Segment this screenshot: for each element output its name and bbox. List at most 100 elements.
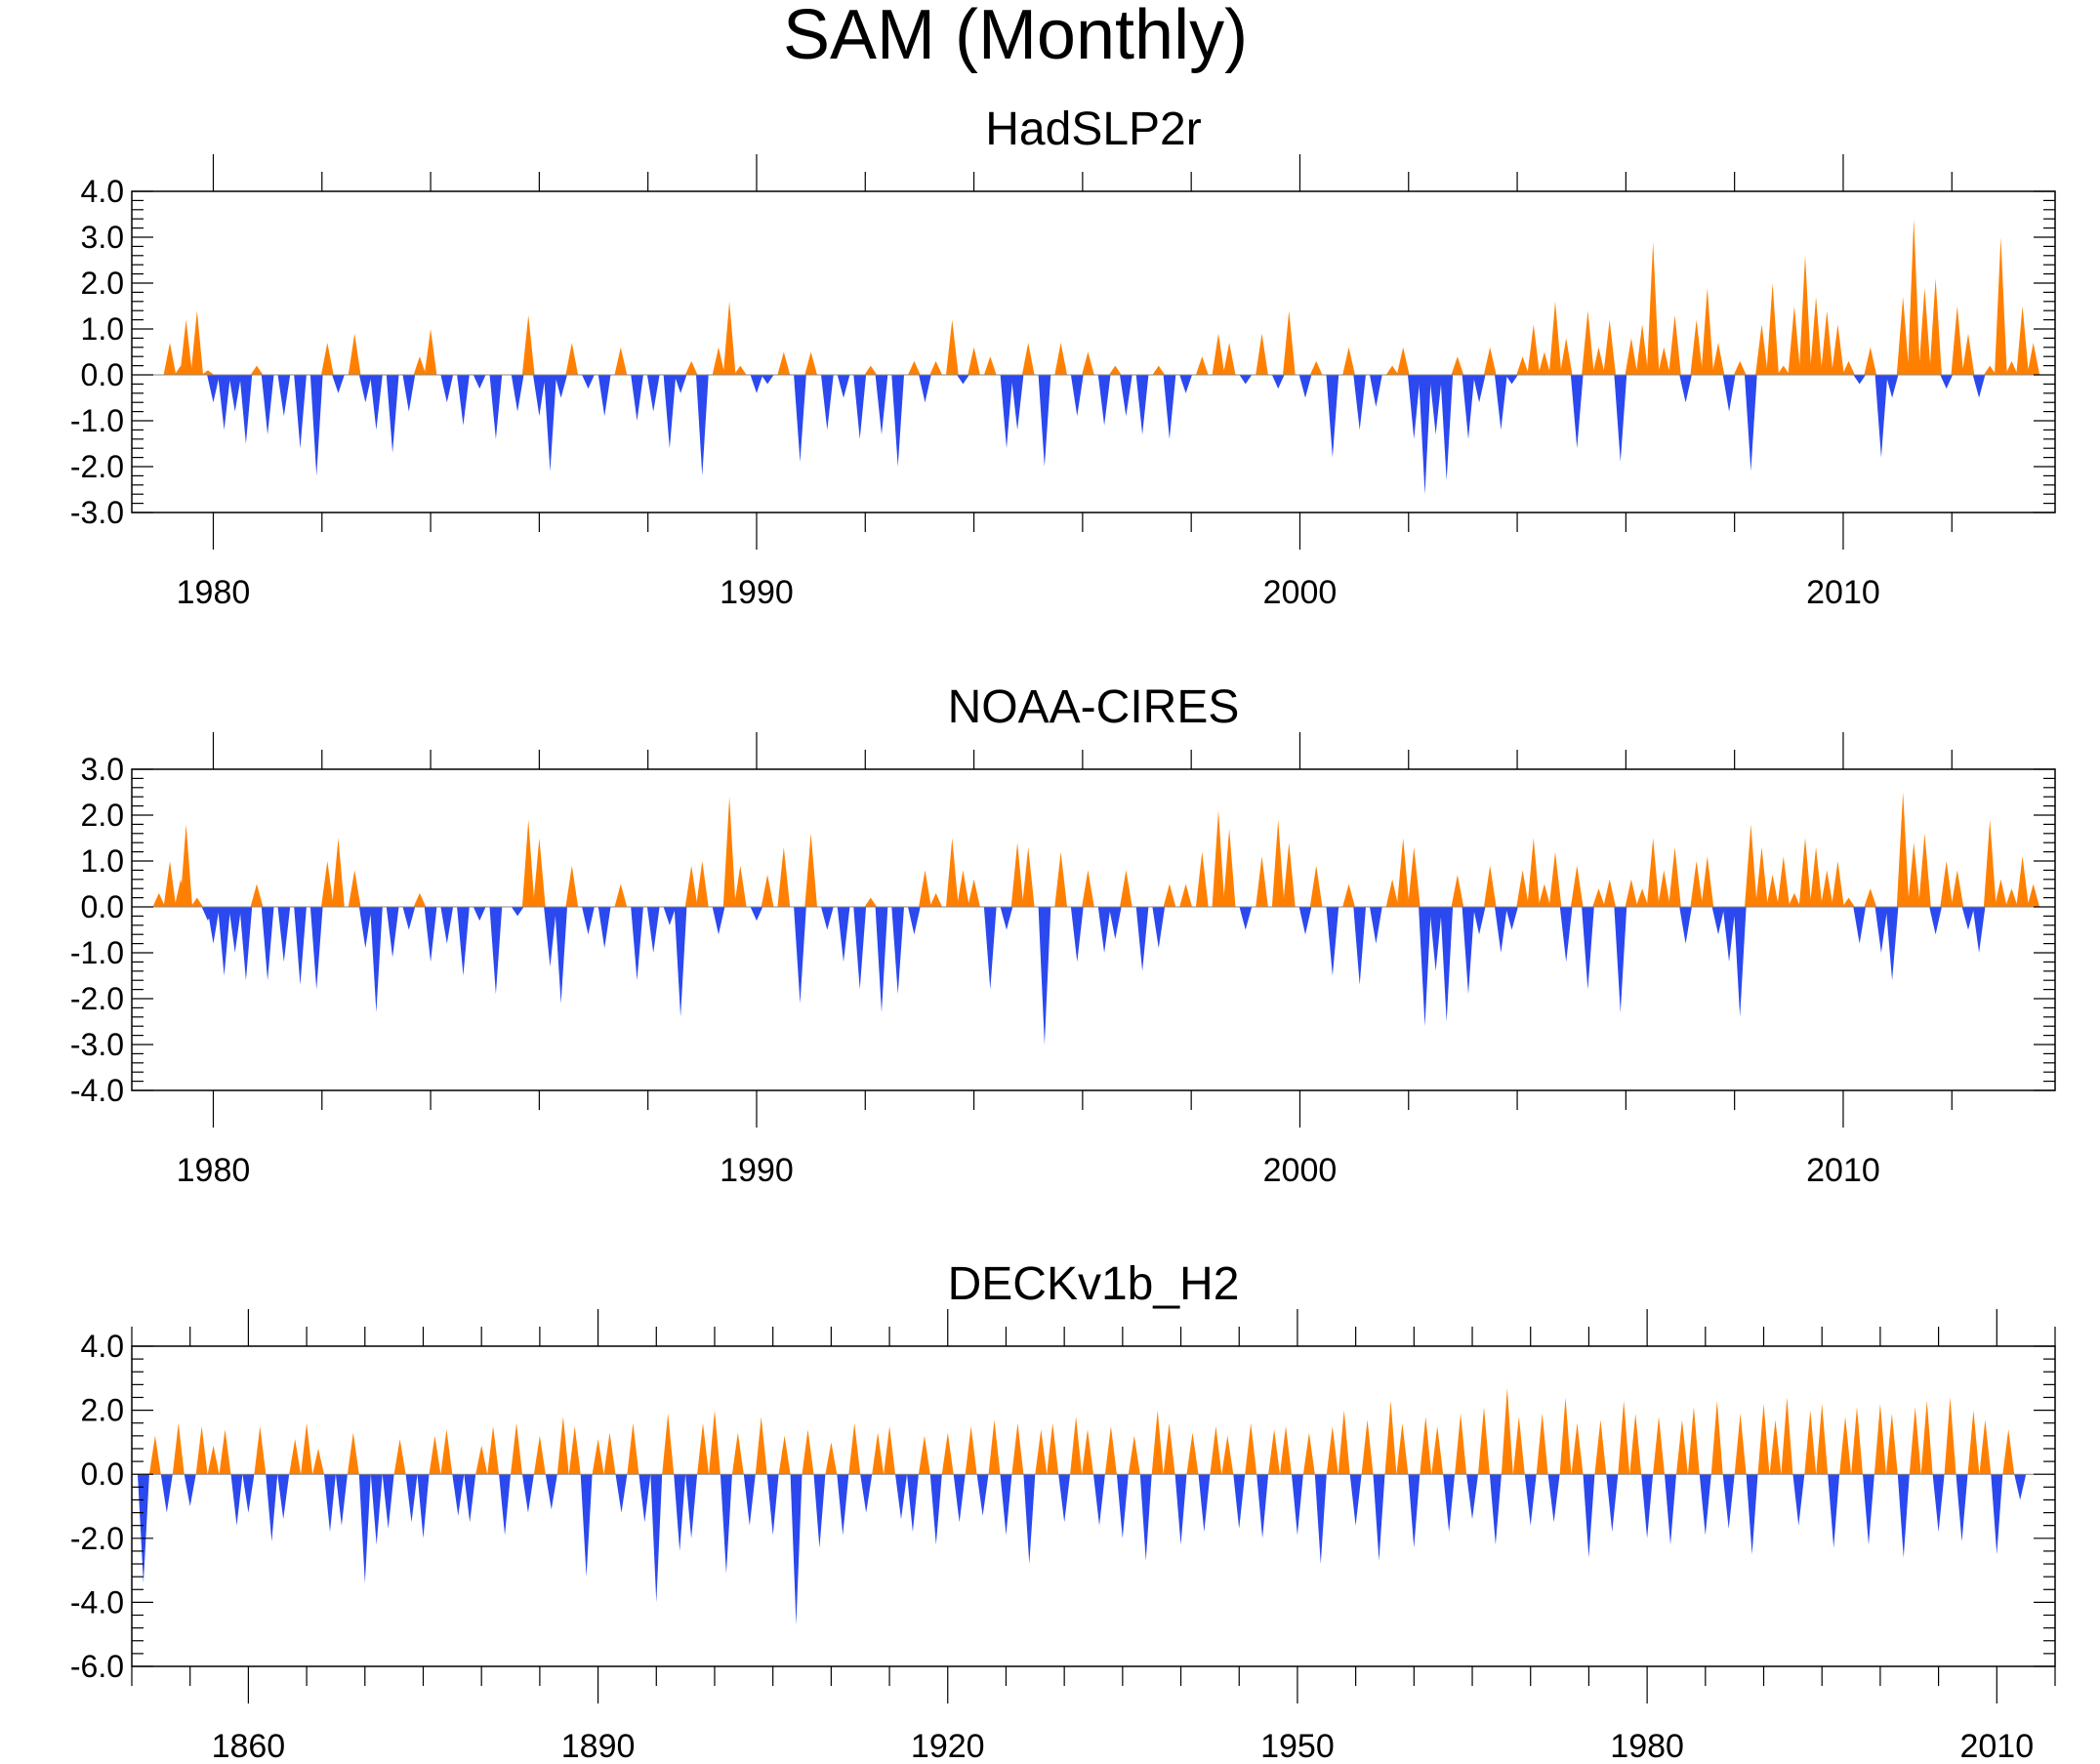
negative-area bbox=[294, 375, 307, 449]
negative-area bbox=[1972, 375, 1986, 398]
negative-area bbox=[1058, 1474, 1071, 1523]
negative-area bbox=[2014, 1474, 2027, 1500]
positive-area bbox=[1711, 343, 1725, 375]
negative-area bbox=[1023, 1474, 1036, 1564]
y-tick-label: 0.0 bbox=[81, 357, 124, 392]
positive-area bbox=[1690, 319, 1704, 375]
positive-area bbox=[475, 1445, 488, 1475]
positive-area bbox=[755, 1416, 767, 1475]
negative-area bbox=[382, 1474, 394, 1529]
positive-area bbox=[918, 1435, 930, 1475]
negative-area bbox=[1440, 375, 1454, 481]
positive-area bbox=[1603, 879, 1616, 907]
positive-area bbox=[1983, 365, 1997, 375]
positive-area bbox=[429, 1435, 441, 1475]
positive-area bbox=[1536, 1413, 1548, 1475]
negative-area bbox=[761, 375, 774, 385]
negative-area bbox=[545, 1474, 557, 1510]
positive-area bbox=[1431, 1426, 1444, 1475]
negative-area bbox=[1828, 1474, 1840, 1548]
negative-area bbox=[663, 907, 677, 925]
positive-area bbox=[684, 865, 698, 907]
positive-area bbox=[289, 1439, 302, 1475]
y-tick-label: -2.0 bbox=[70, 981, 124, 1016]
positive-area bbox=[1940, 861, 1954, 907]
positive-area bbox=[1309, 865, 1323, 907]
negative-area bbox=[983, 907, 997, 990]
positive-area bbox=[946, 319, 959, 375]
negative-area bbox=[239, 907, 253, 981]
negative-area bbox=[1408, 375, 1421, 439]
positive-area bbox=[709, 1410, 721, 1475]
positive-area bbox=[983, 356, 997, 375]
negative-area bbox=[1429, 375, 1442, 435]
positive-area bbox=[1646, 838, 1660, 907]
positive-area bbox=[348, 333, 361, 375]
negative-area bbox=[1271, 375, 1285, 390]
positive-area bbox=[1745, 824, 1757, 907]
positive-area bbox=[1010, 842, 1024, 907]
positive-area bbox=[1179, 883, 1192, 907]
positive-area bbox=[1455, 1413, 1467, 1475]
negative-area bbox=[1462, 375, 1475, 439]
negative-area bbox=[1614, 375, 1627, 463]
positive-area bbox=[946, 838, 959, 907]
positive-area bbox=[1908, 842, 1920, 907]
positive-area bbox=[1816, 1404, 1829, 1475]
negative-area bbox=[489, 907, 503, 995]
positive-area bbox=[1245, 1422, 1257, 1475]
negative-area bbox=[1722, 907, 1736, 963]
positive-area bbox=[1668, 846, 1681, 907]
negative-area bbox=[1326, 907, 1339, 976]
negative-area bbox=[1489, 1474, 1502, 1545]
positive-area bbox=[712, 347, 725, 375]
positive-area bbox=[190, 310, 204, 375]
negative-area bbox=[1233, 1474, 1246, 1529]
negative-area bbox=[1722, 375, 1736, 412]
positive-area bbox=[1302, 1432, 1315, 1475]
positive-area bbox=[968, 347, 980, 375]
negative-area bbox=[1711, 907, 1725, 935]
y-tick-label: 4.0 bbox=[81, 174, 124, 209]
positive-area bbox=[1582, 310, 1594, 375]
negative-area bbox=[228, 907, 242, 953]
positive-area bbox=[802, 1429, 814, 1475]
negative-area bbox=[138, 1474, 149, 1583]
negative-area bbox=[335, 1474, 348, 1526]
positive-area bbox=[487, 1426, 500, 1475]
negative-area bbox=[646, 375, 660, 412]
positive-area bbox=[1961, 333, 1975, 375]
positive-area bbox=[731, 1432, 744, 1475]
panel-title: NOAA-CIRES bbox=[948, 681, 1240, 733]
positive-area bbox=[1832, 324, 1844, 375]
positive-area bbox=[393, 1439, 406, 1475]
negative-area bbox=[1466, 1474, 1478, 1520]
positive-area bbox=[1527, 324, 1541, 375]
positive-area bbox=[413, 892, 427, 907]
positive-area bbox=[201, 370, 215, 375]
negative-area bbox=[533, 375, 546, 417]
negative-area bbox=[277, 907, 291, 963]
negative-area bbox=[837, 1474, 849, 1536]
negative-area bbox=[499, 1474, 511, 1536]
y-tick-label: -3.0 bbox=[70, 1027, 124, 1062]
positive-area bbox=[777, 351, 791, 375]
positive-area bbox=[556, 1416, 569, 1475]
negative-area bbox=[1419, 907, 1431, 1027]
negative-area bbox=[324, 1474, 336, 1533]
negative-area bbox=[631, 907, 643, 981]
negative-area bbox=[457, 375, 470, 426]
negative-area bbox=[794, 375, 806, 463]
positive-area bbox=[1128, 1435, 1140, 1475]
negative-area bbox=[1038, 907, 1051, 1045]
positive-area bbox=[1342, 883, 1355, 907]
positive-area bbox=[1338, 1410, 1350, 1475]
negative-area bbox=[837, 907, 850, 963]
positive-area bbox=[1396, 347, 1410, 375]
positive-area bbox=[1820, 870, 1833, 907]
y-tick-label: 1.0 bbox=[81, 843, 124, 879]
positive-area bbox=[1820, 310, 1833, 375]
positive-area bbox=[1210, 1426, 1222, 1475]
negative-area bbox=[1429, 907, 1442, 971]
panel-title: HadSLP2r bbox=[985, 103, 1201, 155]
